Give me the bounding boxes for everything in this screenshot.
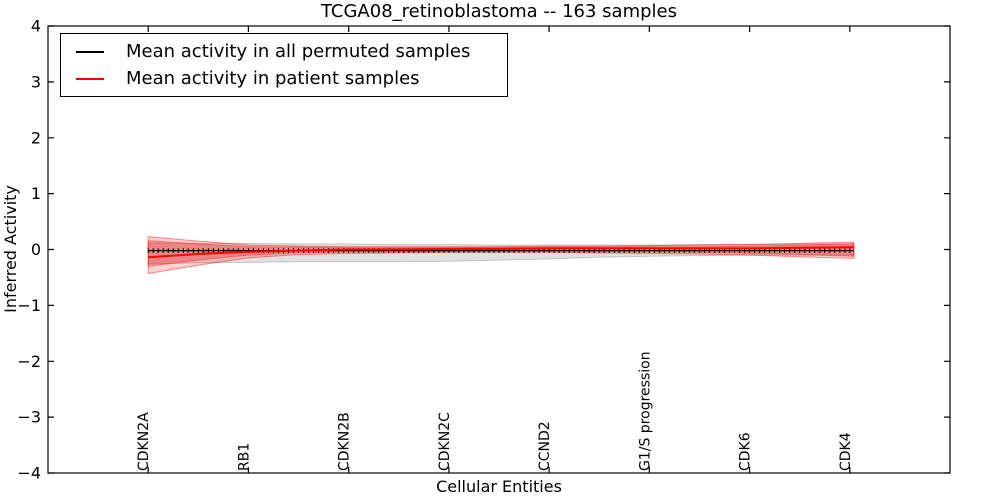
y-tick-label: −1 (17, 296, 41, 315)
y-axis-label: Inferred Activity (1, 185, 20, 313)
x-tick-label: G1/S progression (637, 351, 653, 471)
y-tick-label: 0 (31, 240, 41, 259)
x-tick-label: CDK6 (738, 432, 754, 471)
x-tick-label: CDK4 (838, 432, 854, 471)
x-tick-label: CCND2 (537, 421, 553, 471)
x-axis-label: Cellular Entities (436, 477, 562, 496)
legend-line-sample-red (76, 77, 104, 80)
x-tick-label: RB1 (236, 443, 252, 471)
y-tick-label: 3 (31, 72, 41, 91)
x-tick-label: CDKN2A (136, 412, 152, 471)
legend-item-patient: Mean activity in patient samples (61, 65, 507, 92)
legend-label-patient: Mean activity in patient samples (126, 68, 420, 89)
legend: Mean activity in all permuted samples Me… (60, 33, 508, 97)
x-tick-label: CDKN2C (437, 412, 453, 471)
legend-line-sample-black (76, 50, 104, 53)
y-tick-label: 4 (31, 17, 41, 36)
x-tick-label: CDKN2B (337, 412, 353, 471)
patient-mean-line (148, 246, 854, 259)
legend-item-permuted: Mean activity in all permuted samples (61, 38, 507, 65)
y-tick-label: −3 (17, 408, 41, 427)
y-tick-label: −4 (17, 464, 41, 483)
patient-samples-band-outer (147, 236, 855, 275)
chart-title: TCGA08_retinoblastoma -- 163 samples (320, 1, 678, 22)
y-tick-label: 2 (31, 128, 41, 147)
y-tick-label: −2 (17, 352, 41, 371)
legend-label-permuted: Mean activity in all permuted samples (126, 41, 471, 62)
y-tick-label: 1 (31, 184, 41, 203)
